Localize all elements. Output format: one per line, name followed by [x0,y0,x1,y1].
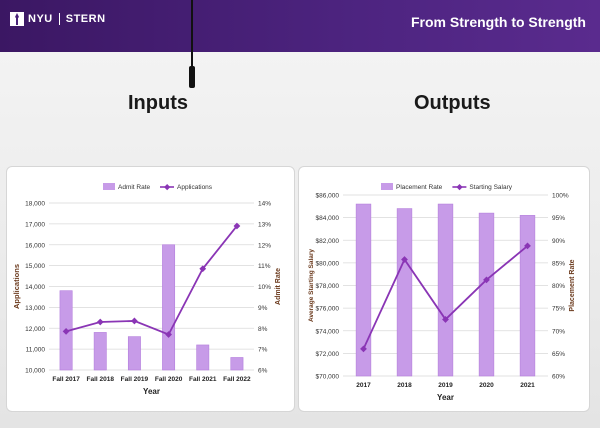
x-tick-label: Fall 2017 [52,376,80,383]
y2-tick-label: 95% [552,215,565,222]
bar-admit-rate [230,357,244,371]
torch-icon [10,12,24,26]
legend-bar-label: Admit Rate [118,184,151,191]
bar-admit-rate [162,244,176,371]
x-tick-label: 2018 [397,382,412,389]
y2-tick-label: 75% [552,306,565,313]
y-tick-label: 14,000 [25,284,45,291]
y-tick-label: $72,000 [316,351,340,358]
bar-placement-rate [396,208,413,377]
y2-tick-label: 90% [552,238,565,245]
y2-tick-label: 13% [258,221,271,228]
logo-nyu: NYU [28,13,53,25]
y-tick-label: $78,000 [316,283,340,290]
projector-cable-end [189,66,195,88]
nyu-stern-logo: NYU STERN [10,12,106,26]
projector-cable [191,0,193,70]
line-point [165,331,172,338]
y-tick-label: $80,000 [316,260,340,267]
x-tick-label: 2017 [356,382,371,389]
slide-tagline: From Strength to Strength [411,14,586,30]
y2-tick-label: 6% [258,368,268,375]
line-point [62,327,70,335]
bar-placement-rate [519,215,536,377]
y-axis-title: Average Starting Salary [308,249,315,322]
outputs-chart: $70,000 $72,000 $74,000 $76,000 $78,000 $80,0… [308,183,576,402]
line-point [199,265,207,273]
line-point [483,276,490,284]
outputs-chart-panel: $70,000 $72,000 $74,000 $76,000 $78,000 $80,0… [298,166,590,412]
legend-bar-label: Placement Rate [396,184,443,191]
line-point [442,316,449,323]
y-tick-label: 10,000 [25,368,45,375]
y2-tick-label: 11% [258,263,271,270]
y2-tick-label: 80% [552,283,565,290]
x-axis-title: Year [143,387,160,396]
legend-bar-swatch [103,183,115,190]
y-tick-label: $84,000 [316,215,340,222]
y2-axis-title: Placement Rate [569,259,576,311]
x-axis-title: Year [437,393,454,402]
y2-tick-label: 8% [258,326,268,333]
legend-line-marker [164,184,171,191]
legend-line-label: Starting Salary [469,184,512,191]
line-point [131,317,138,325]
y2-tick-label: 10% [258,284,271,291]
bar-admit-rate [93,332,107,371]
x-tick-label: 2021 [520,382,535,389]
line-point [233,222,241,230]
x-tick-label: Fall 2021 [189,376,217,383]
y2-axis-title: Admit Rate [275,268,282,305]
line-point [96,318,104,326]
bar-admit-rate [127,336,141,371]
series-line-applications [65,225,238,336]
y-tick-label: $70,000 [316,374,340,381]
y2-tick-label: 60% [552,374,565,381]
inputs-title: Inputs [128,92,188,114]
bar-placement-rate [355,203,372,377]
inputs-chart-panel: 10,000 11,000 12,000 13,000 14,000 15,000 16,0… [6,166,295,412]
line-point [360,345,367,353]
legend-line-marker [456,184,463,191]
y2-tick-label: 85% [552,260,565,267]
y-tick-label: $82,000 [316,238,340,245]
y-tick-label: 16,000 [25,242,45,249]
x-tick-label: 2020 [479,382,494,389]
bar-placement-rate [478,212,495,377]
y2-tick-label: 12% [258,242,271,249]
y-tick-label: $74,000 [316,328,340,335]
y-tick-label: $86,000 [316,193,340,200]
logo-stern: STERN [65,13,106,25]
x-tick-label: Fall 2018 [87,376,115,383]
inputs-chart: 10,000 11,000 12,000 13,000 14,000 15,000 16,0… [12,183,282,396]
y2-tick-label: 7% [258,347,268,354]
x-tick-label: Fall 2020 [155,376,183,383]
y-tick-label: 15,000 [25,263,45,270]
bar-admit-rate [196,344,210,371]
slide-header: NYU STERN From Strength to Strength [0,0,600,52]
y2-tick-label: 65% [552,351,565,358]
y-tick-label: 11,000 [26,347,46,354]
legend-bar-swatch [381,183,393,190]
logo-divider [58,13,60,25]
outputs-title: Outputs [414,92,491,114]
y2-tick-label: 14% [258,201,271,208]
x-tick-label: Fall 2019 [121,376,149,383]
bar-placement-rate [437,203,454,377]
y-tick-label: 18,000 [25,201,45,208]
legend-line-label: Applications [177,184,213,191]
x-tick-label: 2019 [438,382,453,389]
y-tick-label: $76,000 [316,306,340,313]
y2-tick-label: 70% [552,328,565,335]
y2-tick-label: 9% [258,305,268,312]
x-tick-label: Fall 2022 [223,376,251,383]
y-tick-label: 12,000 [25,326,45,333]
y-tick-label: 17,000 [25,221,45,228]
y-axis-title: Applications [12,264,21,309]
y2-tick-label: 100% [552,193,569,200]
y-tick-label: 13,000 [25,305,45,312]
